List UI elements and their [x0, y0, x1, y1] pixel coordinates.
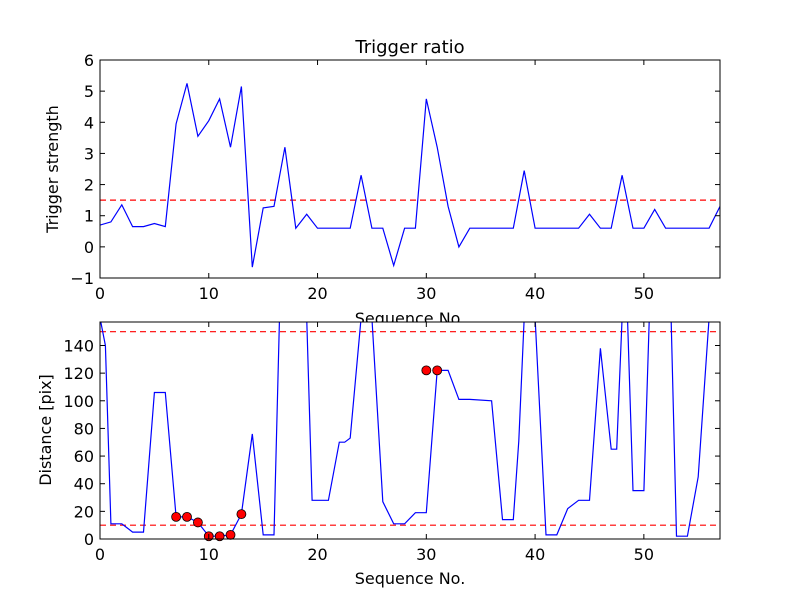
- x-tick-label: 0: [95, 545, 105, 564]
- plot-frame-bottom: [99, 321, 721, 540]
- data-marker: [432, 365, 443, 376]
- x-tick-label: 50: [634, 284, 654, 303]
- y-tick-label: 60: [74, 447, 94, 466]
- x-tick-label: 20: [307, 545, 327, 564]
- x-tick-label: 10: [199, 284, 219, 303]
- data-marker: [225, 529, 236, 540]
- y-tick-label: 5: [84, 82, 94, 101]
- data-marker: [192, 517, 203, 528]
- series-line-0: [100, 83, 720, 268]
- x-tick-label: 30: [416, 545, 436, 564]
- data-marker: [214, 531, 225, 542]
- y-tick-label: 0: [84, 238, 94, 257]
- y-axis-label-bottom: Distance [pix]: [36, 374, 55, 486]
- y-tick-label: 4: [84, 113, 94, 132]
- x-tick-label: 0: [95, 284, 105, 303]
- series-line-0: [100, 322, 710, 537]
- y-tick-label: 1: [84, 207, 94, 226]
- y-tick-label: 80: [74, 419, 94, 438]
- x-tick-label: 20: [307, 284, 327, 303]
- y-tick-label: 140: [63, 336, 94, 355]
- y-tick-label: 100: [63, 392, 94, 411]
- x-tick-label: 30: [416, 284, 436, 303]
- y-axis-label-top: Trigger strength: [43, 105, 62, 234]
- x-tick-label: 50: [634, 545, 654, 564]
- y-tick-label: 120: [63, 364, 94, 383]
- chart-title: Trigger ratio: [354, 37, 464, 58]
- y-tick-label: 20: [74, 502, 94, 521]
- plot-frame-top: [99, 59, 721, 279]
- x-tick-label: 40: [525, 545, 545, 564]
- distance-chart: 0 10 20 30 40 50 0 20 40 60 80 100 120 140 Sequence N…: [36, 321, 721, 588]
- x-tick-label: 10: [199, 545, 219, 564]
- data-marker: [171, 511, 182, 522]
- data-marker: [182, 511, 192, 522]
- x-tick-label: 40: [525, 284, 545, 303]
- y-tick-label: 2: [84, 176, 94, 195]
- y-tick-label: 0: [84, 530, 94, 549]
- data-marker: [236, 509, 247, 520]
- plot-area-bottom: [100, 322, 720, 539]
- y-tick-label: −1: [70, 269, 94, 288]
- y-tick-label: 3: [84, 144, 94, 163]
- data-marker: [421, 365, 432, 376]
- y-tick-label: 40: [74, 475, 94, 494]
- plot-area-top: [100, 60, 720, 278]
- x-axis-label-bottom: Sequence No.: [355, 569, 466, 588]
- y-tick-label: 6: [84, 51, 94, 70]
